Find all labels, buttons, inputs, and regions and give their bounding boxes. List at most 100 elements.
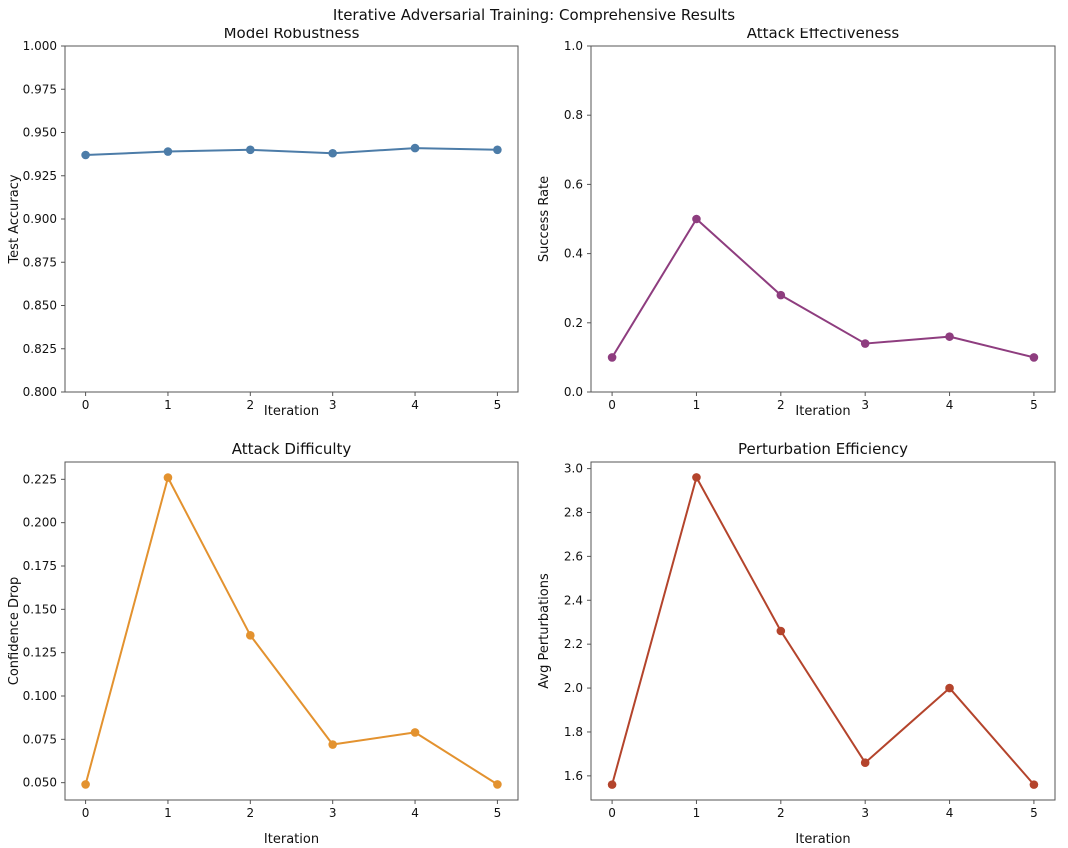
x-tick-label: 4 (411, 806, 419, 820)
y-tick-label: 0.825 (23, 342, 57, 356)
data-point-marker (81, 780, 90, 789)
plot-spines (64, 461, 519, 801)
data-point-marker (493, 780, 502, 789)
chart-title: Attack Effectiveness (747, 28, 900, 42)
x-tick-label: 3 (861, 398, 869, 412)
y-tick-label: 0.800 (23, 385, 57, 399)
y-tick-label: 0.4 (564, 247, 583, 261)
data-point-marker (945, 683, 954, 693)
x-axis-label: Iteration (795, 404, 850, 419)
x-tick-label: 2 (777, 398, 785, 412)
data-point-marker (607, 353, 617, 362)
y-axis-label: Confidence Drop (7, 577, 22, 686)
y-tick-label: 0.900 (23, 212, 57, 226)
chart-attack-difficulty: 0.050 0.075 0.100 0.125 0.150 0.175 0.200 0.225… (7, 440, 519, 847)
x-tick-label: 0 (608, 806, 616, 820)
y-tick-label: 2.4 (564, 593, 583, 607)
x-axis-label: Iteration (264, 832, 319, 847)
x-tick-label: 5 (1030, 806, 1038, 820)
plot-spines (590, 45, 1056, 393)
x-tick-label: 4 (946, 806, 954, 820)
y-tick-label: 0.2 (564, 316, 583, 330)
y-tick-label: 2.6 (564, 549, 583, 563)
y-tick-label: 0.925 (23, 169, 57, 183)
y-tick-label: 2.0 (564, 681, 583, 695)
series-line (611, 476, 1035, 786)
data-point-marker (776, 626, 786, 636)
data-point-marker (860, 758, 870, 767)
data-point-marker (776, 290, 786, 300)
x-tick-label: 2 (246, 806, 254, 820)
series-line (84, 147, 499, 156)
data-point-marker (81, 150, 90, 160)
x-tick-label: 1 (693, 806, 701, 820)
y-tick-label: 1.8 (564, 725, 583, 739)
y-axis-label: Test Accuracy (7, 174, 22, 264)
figure-suptitle: Iterative Adversarial Training: Comprehe… (332, 6, 736, 24)
data-point-marker (246, 631, 255, 640)
y-axis-label: Success Rate (537, 176, 552, 262)
data-point-marker (328, 740, 337, 749)
y-tick-label: 0.050 (23, 776, 57, 790)
y-tick-label: 0.125 (23, 646, 57, 660)
x-tick-label: 5 (1030, 398, 1038, 412)
y-tick-label: 0.8 (564, 108, 583, 122)
data-point-marker (410, 143, 420, 153)
x-tick-label: 0 (82, 806, 90, 820)
data-point-marker (163, 473, 173, 482)
chart-title: Model Robustness (224, 28, 360, 42)
data-point-marker (328, 148, 337, 158)
x-tick-label: 3 (329, 806, 337, 820)
chart-title: Attack Difficulty (232, 440, 352, 458)
data-point-marker (860, 339, 870, 348)
x-tick-label: 3 (861, 806, 869, 820)
x-tick-label: 4 (411, 398, 419, 412)
y-tick-label: 2.2 (564, 637, 583, 651)
x-tick-label: 1 (164, 806, 172, 820)
y-tick-label: 0.075 (23, 732, 57, 746)
y-tick-label: 0.175 (23, 559, 57, 573)
x-axis-label: Iteration (795, 832, 850, 847)
plot-spines (590, 461, 1056, 801)
y-tick-label: 0.200 (23, 516, 57, 530)
y-tick-label: 0.150 (23, 602, 57, 616)
data-point-marker (1029, 780, 1039, 789)
x-tick-label: 4 (946, 398, 954, 412)
y-tick-label: 0.850 (23, 299, 57, 313)
y-tick-label: 0.975 (23, 82, 57, 96)
chart-title: Perturbation Efficiency (738, 440, 908, 458)
x-axis-label: Iteration (264, 404, 319, 419)
data-point-marker (163, 147, 173, 156)
y-tick-label: 0.0 (564, 385, 583, 399)
x-tick-label: 3 (329, 398, 337, 412)
x-tick-label: 5 (494, 806, 502, 820)
y-tick-label: 0.225 (23, 472, 57, 486)
x-tick-label: 1 (164, 398, 172, 412)
data-point-marker (945, 332, 954, 341)
y-tick-label: 0.950 (23, 126, 57, 140)
x-tick-label: 5 (494, 398, 502, 412)
data-point-marker (692, 473, 701, 482)
data-point-marker (410, 728, 420, 737)
x-tick-label: 2 (246, 398, 254, 412)
y-tick-label: 0.6 (564, 177, 583, 191)
data-point-marker (607, 780, 617, 789)
chart-attack-effectiveness: 0.0 0.2 0.4 0.6 0.8 1.0 0 1 2 3 4 5 Attack Effective… (537, 28, 1056, 419)
y-tick-label: 3.0 (564, 462, 583, 476)
y-tick-label: 1.0 (564, 39, 583, 53)
data-point-marker (692, 214, 701, 224)
data-point-marker (246, 145, 255, 155)
data-point-marker (493, 145, 502, 155)
x-tick-label: 2 (777, 806, 785, 820)
y-tick-label: 0.100 (23, 689, 57, 703)
y-tick-label: 1.6 (564, 769, 583, 783)
y-tick-label: 1.000 (23, 39, 57, 53)
series-line (611, 218, 1035, 359)
x-tick-label: 1 (693, 398, 701, 412)
plot-spines (64, 45, 519, 393)
x-tick-label: 0 (608, 398, 616, 412)
y-tick-label: 2.8 (564, 505, 583, 519)
y-tick-label: 0.875 (23, 255, 57, 269)
chart-model-robustness: 0.800 0.825 0.850 0.875 0.900 0.925 0.950 0.975… (7, 28, 519, 419)
